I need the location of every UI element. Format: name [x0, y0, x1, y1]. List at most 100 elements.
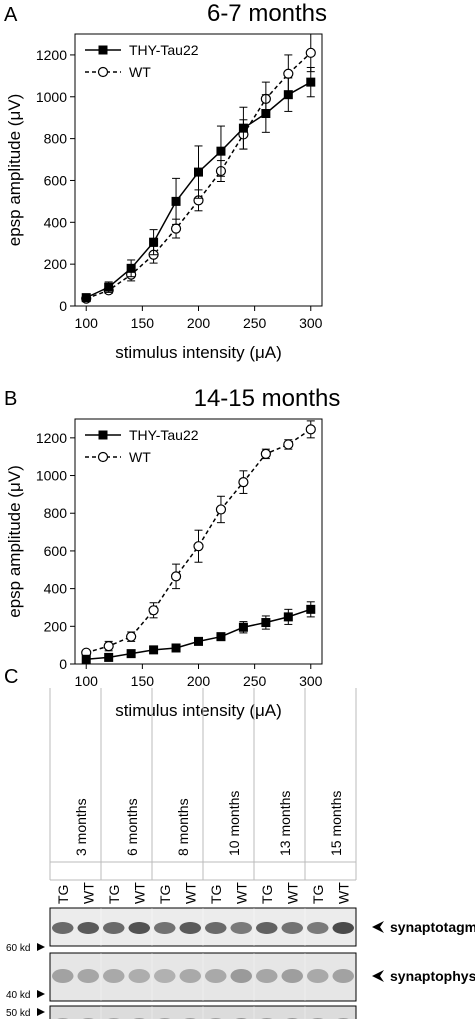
data-point [170, 571, 182, 582]
y-tick-label: 200 [44, 256, 68, 272]
mw-marker-label: 60 kd [6, 943, 30, 954]
blot-band [52, 969, 74, 983]
mw-marker-label: 40 kd [6, 990, 30, 1001]
data-point [216, 146, 226, 156]
data-point [171, 643, 181, 653]
data-point [261, 618, 271, 628]
mw-arrow-icon [37, 1008, 45, 1016]
data-point [194, 167, 203, 177]
data-point [283, 439, 294, 450]
x-tick-label: 150 [131, 673, 155, 689]
mw-arrow-icon [37, 943, 45, 951]
group-label: 13 months [277, 791, 293, 856]
x-tick-label: 300 [299, 315, 323, 331]
data-point [104, 652, 114, 662]
lane-label: WT [233, 882, 249, 904]
data-point [283, 68, 294, 79]
series-thy-tau22 [81, 601, 316, 664]
data-point [215, 504, 227, 515]
group-label: 8 months [175, 798, 191, 856]
y-tick-label: 600 [44, 172, 68, 188]
group-label: 3 months [73, 798, 89, 856]
y-tick-label: 600 [44, 543, 68, 559]
chart-title-a: 6-7 months [206, 0, 328, 27]
western-blot: 3 months TG WT 6 months TG WT 8 months TG WT 10 m… [6, 688, 475, 1019]
x-tick-label: 100 [75, 315, 99, 331]
lane-label: WT [80, 882, 96, 904]
y-axis-label: epsp amplitude (μV) [5, 465, 24, 617]
data-point [238, 123, 248, 133]
protein-label: synaptophysin [390, 968, 475, 984]
legend-label: THY-Tau22 [129, 42, 199, 58]
y-tick-label: 400 [44, 214, 68, 230]
data-point [149, 645, 159, 655]
data-point [193, 541, 204, 552]
blot-band [230, 922, 252, 934]
lane-label: TG [310, 885, 326, 904]
blot-band [154, 922, 176, 934]
lane-label: TG [208, 885, 224, 904]
legend-marker [97, 451, 109, 463]
data-point [260, 448, 271, 459]
blot-band [332, 969, 354, 983]
lane-label: TG [55, 885, 71, 904]
x-tick-label: 200 [187, 315, 211, 331]
lane-label: TG [259, 885, 275, 904]
legend-marker [98, 430, 108, 440]
data-point [81, 654, 91, 664]
blot-band [77, 969, 99, 983]
x-axis-label: stimulus intensity (μA) [115, 343, 282, 362]
blot-band [205, 969, 227, 983]
legend-marker [97, 66, 109, 78]
x-tick-label: 300 [299, 673, 323, 689]
blot-band [307, 922, 329, 934]
lane-label: WT [131, 882, 147, 904]
data-point [171, 196, 181, 206]
blot-band [179, 922, 201, 934]
y-tick-label: 800 [44, 505, 68, 521]
data-point [104, 282, 114, 292]
blot-band [281, 969, 303, 983]
series-wt [81, 420, 316, 658]
blot-band [307, 969, 329, 983]
data-point [170, 223, 182, 234]
mw-marker-label: 50 kd [6, 1008, 30, 1019]
lane-label: TG [157, 885, 173, 904]
blot-band [128, 969, 150, 983]
lane-label: WT [182, 882, 198, 904]
y-tick-label: 800 [44, 131, 68, 147]
label-arrow-icon [372, 970, 384, 982]
chart-a: 100 150 200 250 300 0 200 400 600 800 1000 1200 stim… [5, 33, 323, 362]
chart-b: 100 150 200 250 300 0 200 400 600 800 1000 1200 stim… [5, 418, 323, 720]
data-point [149, 237, 159, 247]
series-line [86, 608, 312, 661]
series-thy-tau22 [81, 66, 316, 303]
label-arrow-icon [372, 921, 384, 933]
blot-band [256, 922, 278, 934]
group-label: 15 months [328, 791, 344, 856]
data-point [283, 612, 293, 622]
data-point [261, 109, 271, 119]
series-line [86, 428, 312, 654]
x-tick-label: 100 [75, 673, 99, 689]
x-tick-label: 250 [243, 315, 267, 331]
data-point [216, 632, 226, 642]
series-line [85, 52, 312, 300]
data-point [126, 631, 137, 642]
blot-band [77, 922, 99, 934]
panel-letter-b: B [4, 388, 18, 410]
blot-band [103, 969, 125, 983]
blot-band [281, 922, 303, 934]
blot-band [230, 969, 252, 983]
y-tick-label: 0 [59, 656, 67, 672]
x-axis-label: stimulus intensity (μA) [115, 701, 282, 720]
blot-band [205, 922, 227, 934]
data-point [103, 640, 114, 652]
y-tick-label: 1200 [36, 430, 67, 446]
y-tick-label: 1200 [36, 47, 67, 63]
lane-label: WT [335, 882, 351, 904]
protein-label: synaptotagmin [390, 919, 475, 935]
blot-band [332, 922, 354, 934]
data-point [148, 605, 159, 616]
data-point [305, 424, 316, 435]
